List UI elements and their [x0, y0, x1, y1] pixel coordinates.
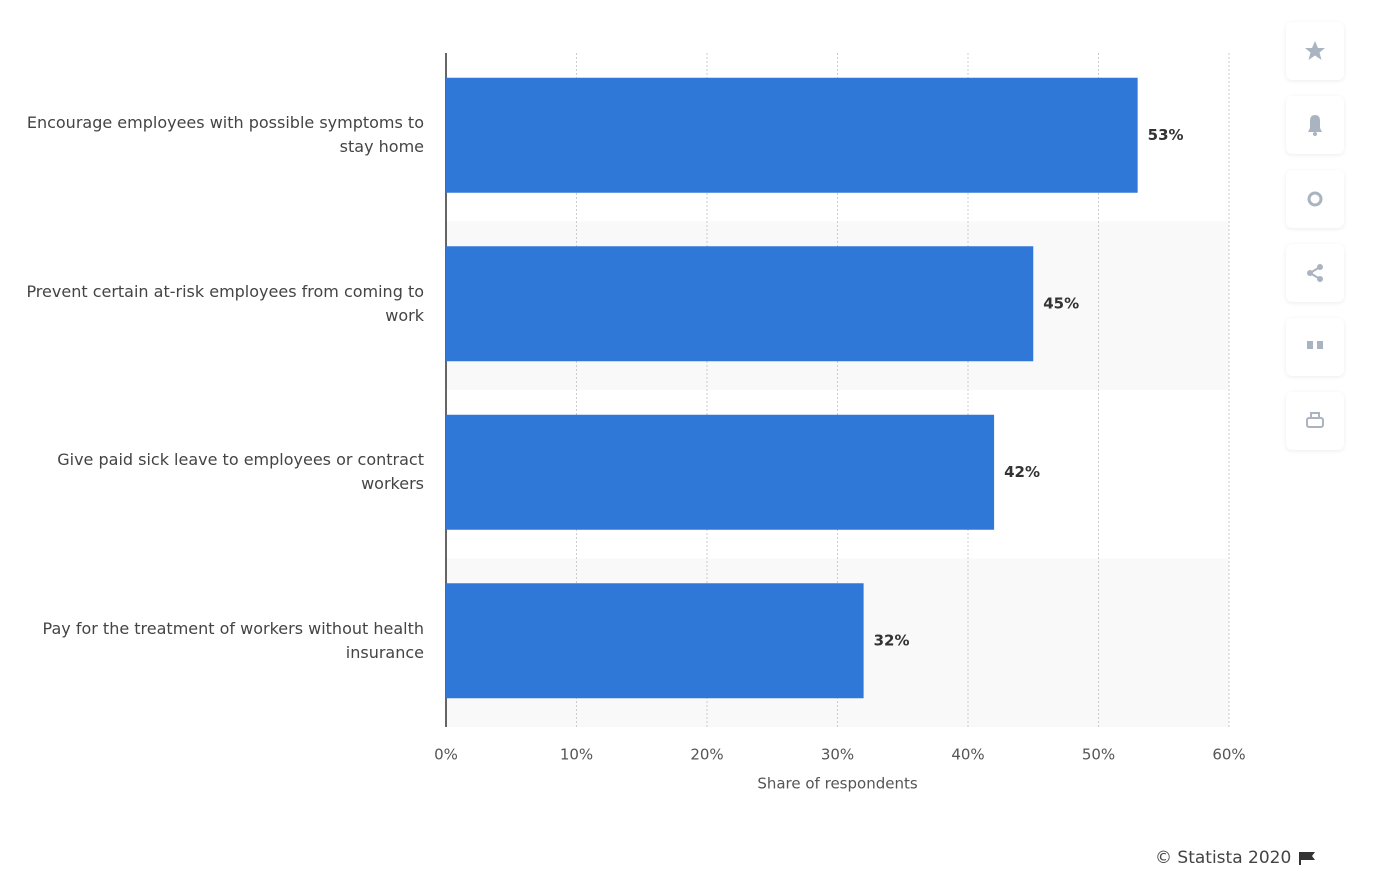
- x-tick-label: 40%: [951, 746, 984, 764]
- favorite-button[interactable]: [1286, 22, 1344, 80]
- x-tick-label: 50%: [1082, 746, 1115, 764]
- value-label: 32%: [874, 631, 910, 649]
- credit: © Statista 2020: [1155, 848, 1317, 868]
- x-tick-label: 30%: [821, 746, 854, 764]
- value-label: 42%: [1004, 463, 1040, 481]
- x-tick-label: 10%: [560, 746, 593, 764]
- settings-button[interactable]: [1286, 170, 1344, 228]
- share-button[interactable]: [1286, 244, 1344, 302]
- y-tick-label: Give paid sick leave to employees or con…: [57, 450, 424, 494]
- value-label: 45%: [1043, 294, 1079, 312]
- value-label: 53%: [1148, 126, 1184, 144]
- x-tick-label: 60%: [1212, 746, 1245, 764]
- cite-button[interactable]: [1286, 318, 1344, 376]
- x-tick-label: 20%: [690, 746, 723, 764]
- bar: [446, 583, 864, 699]
- bar: [446, 246, 1034, 362]
- notification-button[interactable]: [1286, 96, 1344, 154]
- credit-text: © Statista 2020: [1155, 848, 1292, 868]
- x-axis-label: Share of respondents: [757, 775, 918, 793]
- print-button[interactable]: [1286, 392, 1344, 450]
- y-tick-label: Pay for the treatment of workers without…: [42, 618, 424, 662]
- bar: [446, 414, 995, 530]
- flag-icon[interactable]: [1297, 850, 1317, 866]
- bar: [446, 77, 1138, 193]
- y-tick-label: Encourage employees with possible sympto…: [26, 113, 424, 157]
- y-tick-label: Prevent certain at-risk employees from c…: [26, 281, 424, 325]
- x-tick-label: 0%: [434, 746, 458, 764]
